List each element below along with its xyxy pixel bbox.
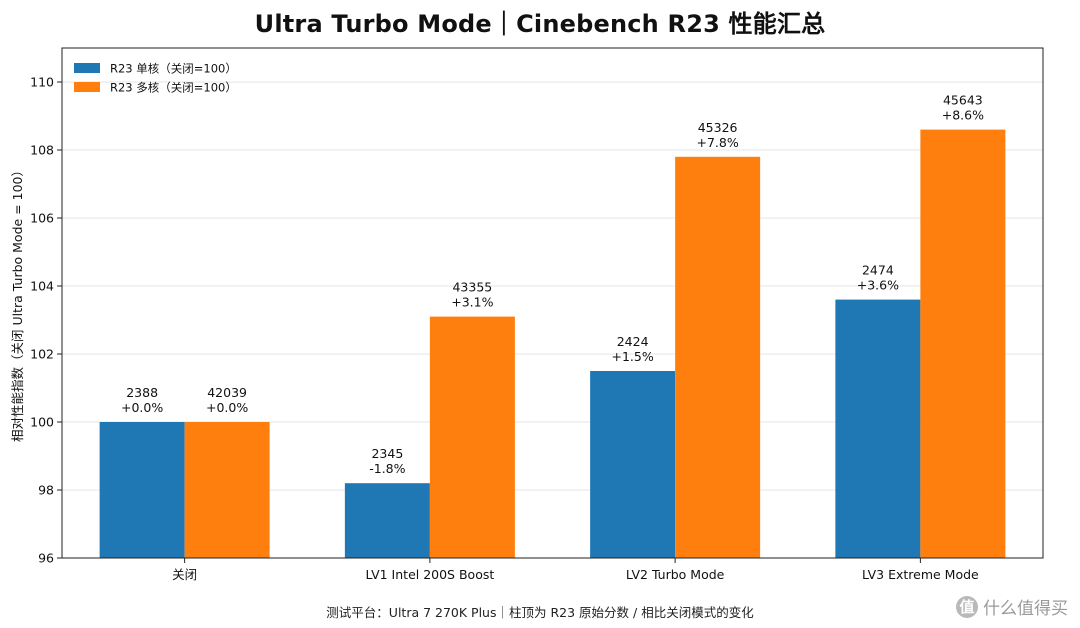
watermark-logo: 值 什么值得买 — [956, 594, 1068, 619]
y-tick-label: 110 — [30, 75, 54, 90]
bar-change-label: +1.5% — [612, 349, 654, 364]
bar-change-label: +8.6% — [942, 108, 984, 123]
bar-raw-score-label: 2474 — [862, 263, 894, 278]
bar-series-1 — [344, 483, 430, 558]
bar-raw-score-label: 2424 — [617, 334, 649, 349]
bar-raw-score-label: 45643 — [943, 93, 983, 108]
watermark-text: 什么值得买 — [983, 599, 1068, 619]
legend-swatch-series-1 — [74, 63, 100, 73]
bar-series-2 — [429, 316, 515, 558]
bar-change-label: +0.0% — [121, 400, 163, 415]
bar-raw-score-label: 2388 — [126, 385, 158, 400]
y-tick-label: 108 — [30, 143, 54, 158]
bar-raw-score-label: 42039 — [207, 385, 247, 400]
bar-change-label: -1.8% — [369, 461, 405, 476]
bar-series-2 — [920, 129, 1006, 558]
legend-swatch-series-2 — [74, 82, 100, 92]
x-tick-label: 关闭 — [172, 567, 197, 582]
plot-frame — [61, 47, 1044, 559]
bar-raw-score-label: 45326 — [698, 120, 738, 135]
y-tick-label: 98 — [38, 483, 54, 498]
bar-series-2 — [675, 156, 761, 559]
bar-raw-score-label: 43355 — [452, 280, 492, 295]
bar-series-2 — [184, 422, 270, 558]
chart-title: Ultra Turbo Mode｜Cinebench R23 性能汇总 — [254, 10, 826, 38]
bar-raw-score-label: 2345 — [371, 446, 403, 461]
y-tick-label: 106 — [30, 211, 54, 226]
legend-label-series-1: R23 单核（关闭=100） — [110, 62, 237, 76]
bar-series-1 — [835, 299, 921, 558]
x-tick-label: LV1 Intel 200S Boost — [365, 567, 494, 582]
x-tick-label: LV3 Extreme Mode — [862, 567, 979, 582]
bar-series-1 — [590, 371, 676, 558]
bar-change-label: +3.1% — [451, 295, 493, 310]
legend-label-series-2: R23 多核（关闭=100） — [110, 81, 237, 95]
x-tick-label: LV2 Turbo Mode — [626, 567, 725, 582]
bar-series-1 — [99, 422, 185, 558]
bar-change-label: +7.8% — [697, 135, 739, 150]
y-tick-label: 104 — [30, 279, 54, 294]
y-tick-label: 100 — [30, 415, 54, 430]
footnote: 测试平台：Ultra 7 270K Plus｜柱顶为 R23 原始分数 / 相比… — [326, 605, 754, 620]
y-tick-label: 102 — [30, 347, 54, 362]
bar-change-label: +3.6% — [857, 278, 899, 293]
bar-change-label: +0.0% — [206, 400, 248, 415]
y-axis-label: 相对性能指数（关闭 Ultra Turbo Mode = 100） — [10, 164, 25, 442]
watermark-badge-icon: 值 — [956, 595, 978, 618]
y-tick-label: 96 — [38, 551, 54, 566]
